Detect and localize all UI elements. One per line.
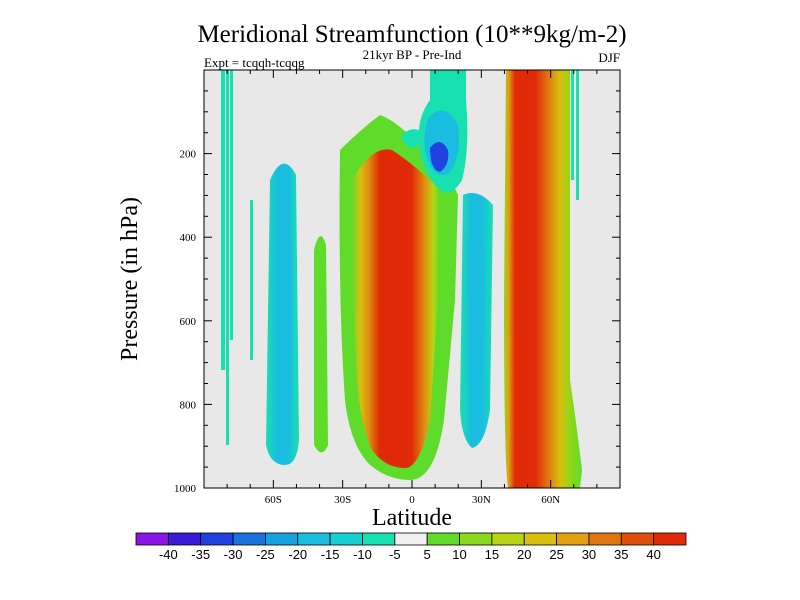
colorbar-label-3: -25 bbox=[256, 547, 275, 562]
sh-midlat-positive-cell bbox=[314, 236, 328, 453]
colorbar-box-2 bbox=[200, 532, 234, 546]
colorbar-box-16 bbox=[653, 532, 687, 546]
x-tick-label-1: 30S bbox=[334, 494, 351, 506]
colorbar-box-1 bbox=[167, 532, 202, 546]
nh-polar-streak-1 bbox=[571, 70, 574, 180]
colorbar-label-1: -35 bbox=[191, 547, 210, 562]
colorbar-box-5 bbox=[297, 532, 331, 546]
colorbar-box-9 bbox=[426, 532, 460, 546]
colorbar-box-7 bbox=[362, 532, 396, 546]
x-tick-label-2: 0 bbox=[409, 494, 415, 506]
colorbar-label-15: 40 bbox=[646, 547, 660, 562]
sh-polar-streak-2 bbox=[226, 70, 229, 445]
y-tick-label-3: 800 bbox=[180, 399, 197, 411]
x-tick-label-3: 30N bbox=[472, 494, 491, 506]
experiment-label: Expt = tcqqh-tcqqg bbox=[204, 55, 305, 70]
colorbar-label-11: 20 bbox=[517, 547, 531, 562]
y-tick-label-0: 200 bbox=[180, 149, 197, 161]
sh-polar-streak-3 bbox=[230, 70, 233, 340]
x-tick-label-4: 60N bbox=[541, 494, 560, 506]
season-label: DJF bbox=[598, 50, 620, 65]
colorbar: -40 -35 -30 -25 -20 -15 -10 -5 5 10 15 20 25 30 35 40 bbox=[135, 532, 687, 562]
nh-subtropical-negative-core bbox=[468, 236, 484, 388]
colorbar-box-12 bbox=[523, 532, 557, 546]
upper-negative-small bbox=[402, 129, 423, 148]
hadley-positive-cell bbox=[351, 149, 440, 468]
colorbar-label-2: -30 bbox=[224, 547, 243, 562]
nh-ferrel-positive-cell bbox=[504, 70, 582, 488]
y-axis-ticks: 200 400 600 800 1000 bbox=[174, 149, 620, 495]
y-tick-label-2: 600 bbox=[180, 316, 197, 328]
colorbar-label-13: 30 bbox=[582, 547, 596, 562]
colorbar-box-4 bbox=[265, 532, 299, 546]
colorbar-label-9: 10 bbox=[452, 547, 466, 562]
colorbar-box-0 bbox=[135, 532, 169, 546]
colorbar-label-7: -5 bbox=[389, 547, 401, 562]
colorbar-label-10: 15 bbox=[485, 547, 499, 562]
colorbar-label-12: 25 bbox=[549, 547, 563, 562]
minor-ticks bbox=[204, 70, 620, 488]
colorbar-label-6: -10 bbox=[353, 547, 372, 562]
chart-title: Meridional Streamfunction (10**9kg/m-2) bbox=[197, 21, 626, 48]
chart-subtitle: 21kyr BP - Pre-Ind bbox=[363, 47, 462, 62]
sh-highlat-negative-core bbox=[278, 231, 292, 410]
y-axis-label: Pressure (in hPa) bbox=[117, 197, 143, 361]
y-tick-label-4: 1000 bbox=[174, 483, 197, 495]
colorbar-box-10 bbox=[459, 532, 493, 546]
colorbar-box-8 bbox=[394, 532, 428, 546]
sh-polar-streak-4 bbox=[250, 200, 253, 360]
x-tick-label-0: 60S bbox=[265, 494, 282, 506]
sh-polar-streak-1 bbox=[221, 70, 225, 370]
colorbar-box-15 bbox=[620, 532, 655, 546]
colorbar-box-11 bbox=[491, 532, 525, 546]
contour-field bbox=[221, 70, 582, 488]
y-tick-label-1: 400 bbox=[180, 232, 197, 244]
x-axis-label: Latitude bbox=[372, 505, 452, 531]
nh-polar-streak-2 bbox=[576, 70, 579, 200]
colorbar-label-8: 5 bbox=[424, 547, 431, 562]
colorbar-box-3 bbox=[232, 532, 266, 546]
colorbar-label-4: -20 bbox=[288, 547, 307, 562]
colorbar-label-0: -40 bbox=[159, 547, 178, 562]
colorbar-box-13 bbox=[556, 532, 590, 546]
colorbar-label-14: 35 bbox=[614, 547, 628, 562]
colorbar-box-6 bbox=[329, 532, 363, 546]
x-axis-ticks: 60S 30S 0 30N 60N bbox=[265, 70, 560, 506]
colorbar-label-5: -15 bbox=[321, 547, 340, 562]
colorbar-box-14 bbox=[588, 532, 622, 546]
upper-negative-center bbox=[430, 141, 449, 172]
